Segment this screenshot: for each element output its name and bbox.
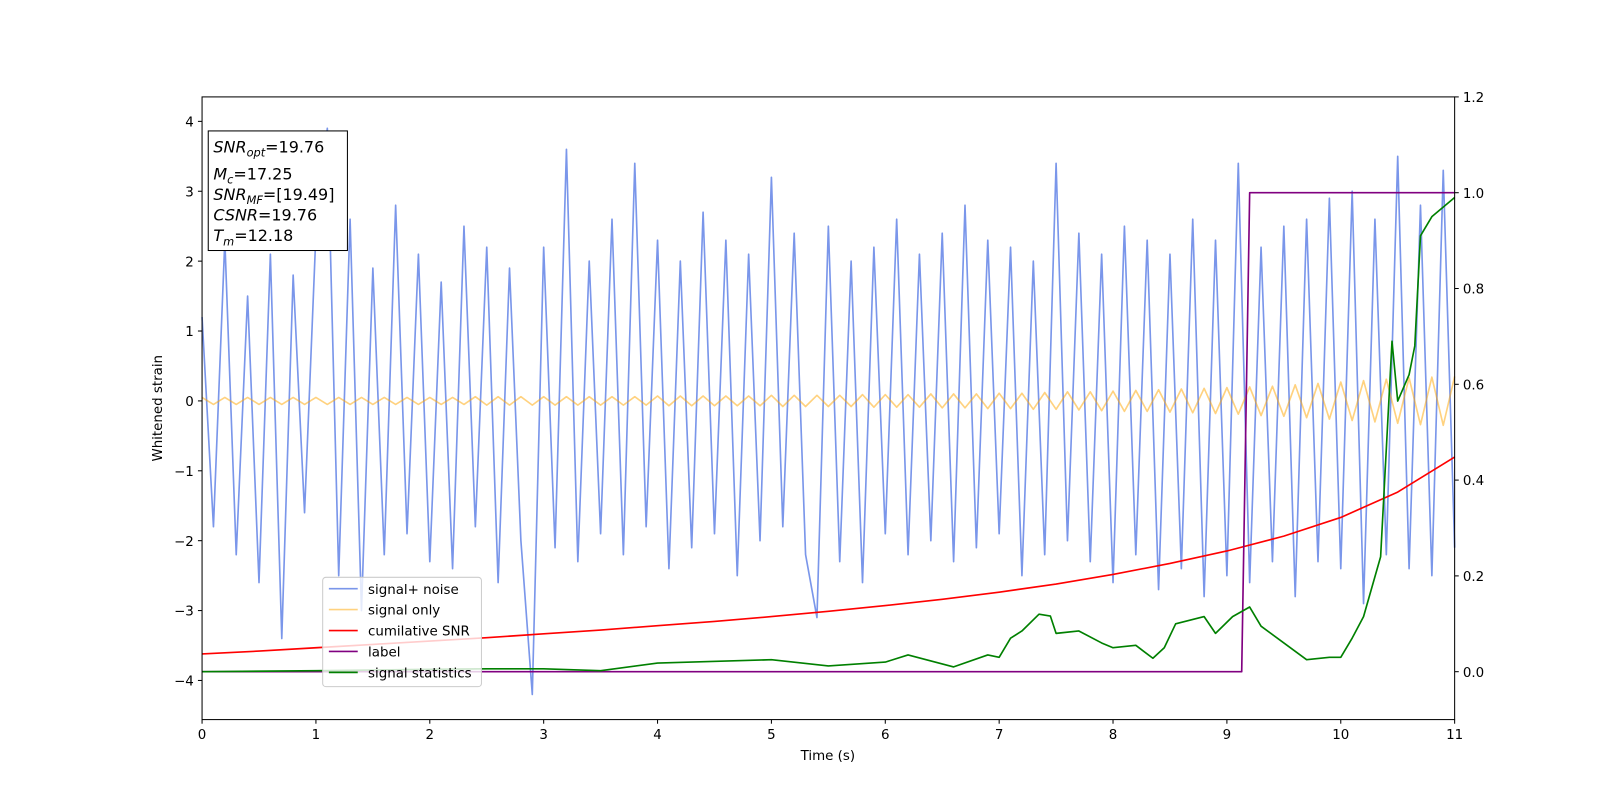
x-axis-label: Time (s) xyxy=(800,749,855,764)
annotation-line: CSNR=19.76 xyxy=(213,206,317,225)
x-tick-label: 10 xyxy=(1332,728,1349,743)
y-tick-label: −3 xyxy=(174,605,194,620)
annotation-line: Tm=12.18 xyxy=(213,226,293,248)
annotation-value: =19.76 xyxy=(258,206,317,225)
y2-tick-label: 0.8 xyxy=(1463,283,1484,298)
x-tick-label: 5 xyxy=(767,728,776,743)
y-tick-label: 3 xyxy=(185,185,194,200)
annotation-subscript: opt xyxy=(247,146,266,160)
y-tick-label: 4 xyxy=(185,116,194,131)
annotation-subscript: MF xyxy=(247,193,264,207)
annotation-value: =[19.49] xyxy=(263,185,335,204)
legend-label: label xyxy=(368,646,400,661)
annotation-symbol: M xyxy=(213,164,227,183)
y2-tick-label: 0.0 xyxy=(1463,666,1484,681)
x-tick-label: 4 xyxy=(653,728,662,743)
y-tick-label: −2 xyxy=(174,535,194,550)
y2-tick-label: 0.2 xyxy=(1463,570,1484,585)
legend-label: signal only xyxy=(368,604,440,619)
y-tick-label: 0 xyxy=(185,395,194,410)
y2-tick-label: 0.6 xyxy=(1463,378,1484,393)
x-tick-label: 2 xyxy=(426,728,435,743)
series-line xyxy=(202,191,1455,673)
x-tick-label: 7 xyxy=(995,728,1004,743)
y-tick-label: 1 xyxy=(185,325,194,340)
annotation-line: Mc=17.25 xyxy=(213,164,292,186)
x-tick-label: 0 xyxy=(198,728,207,743)
x-tick-label: 11 xyxy=(1446,728,1463,743)
annotation-value: =17.25 xyxy=(233,164,292,183)
annotation-value: =19.76 xyxy=(265,138,324,157)
annotation-symbol: CSNR xyxy=(213,206,258,225)
y-tick-label: 2 xyxy=(185,255,194,270)
annotation-subscript: c xyxy=(227,173,234,187)
y-tick-label: −1 xyxy=(174,465,194,480)
x-tick-label: 9 xyxy=(1223,728,1232,743)
x-tick-label: 1 xyxy=(312,728,321,743)
x-tick-label: 3 xyxy=(539,728,548,743)
x-tick-label: 6 xyxy=(881,728,890,743)
x-tick-label: 8 xyxy=(1109,728,1118,743)
y2-tick-label: 1.0 xyxy=(1463,187,1484,202)
legend-label: cumilative SNR xyxy=(368,625,470,640)
annotation-value: =12.18 xyxy=(234,226,293,245)
y-tick-label: −4 xyxy=(174,675,194,690)
annotation: SNRopt=19.76Mc=17.25SNRMF=[19.49]CSNR=19… xyxy=(207,130,348,252)
annotation-line: SNRopt=19.76 xyxy=(213,138,324,160)
series-line xyxy=(202,196,1456,673)
annotation-line: SNRMF=[19.49] xyxy=(213,185,334,207)
annotation-symbol: SNR xyxy=(213,138,246,157)
plot-frame xyxy=(201,96,1456,721)
legend: signal+ noise signal only cumilative SNR la… xyxy=(322,576,482,688)
legend-box xyxy=(322,576,482,688)
y2-tick-label: 0.4 xyxy=(1463,474,1484,489)
legend-label: signal+ noise xyxy=(368,583,459,598)
y2-tick-label: 1.2 xyxy=(1463,91,1484,106)
annotation-symbol: T xyxy=(213,226,224,245)
legend-label: signal statistics xyxy=(368,667,472,682)
annotation-subscript: m xyxy=(223,234,234,248)
annotation-box xyxy=(207,130,348,252)
y-axis-label: Whitened strain xyxy=(151,355,166,462)
annotation-symbol: SNR xyxy=(213,185,246,204)
